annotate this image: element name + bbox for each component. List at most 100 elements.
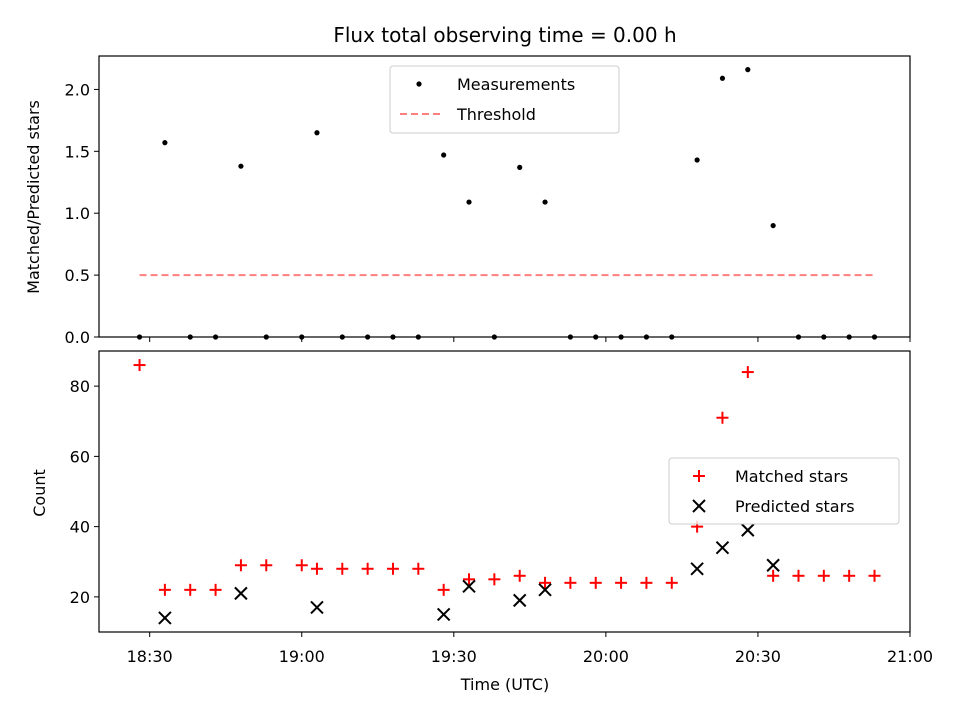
bottom-y-axis: 20 40 60 80 <box>70 377 99 607</box>
bottom-x-tick-label: 20:30 <box>735 647 781 666</box>
measurement-point <box>491 334 497 340</box>
measurement-point <box>314 130 320 136</box>
measurement-point <box>263 334 269 340</box>
measurement-point <box>643 334 650 340</box>
measurement-point <box>770 222 776 229</box>
measurement-point <box>669 334 675 340</box>
measurement-point <box>542 199 548 205</box>
predicted-star-point <box>512 593 527 608</box>
matched-star-point <box>564 576 577 589</box>
top-y-tick-label: 1.0 <box>65 204 90 223</box>
bottom-y-tick-label: 40 <box>70 518 90 537</box>
bottom-x-axis-label: Time (UTC) <box>460 675 549 694</box>
matched-star-point <box>209 583 222 596</box>
measurement-point <box>618 334 624 340</box>
bottom-x-tick-label: 18:30 <box>127 647 173 666</box>
matched-star-point <box>310 562 323 575</box>
predicted-star-point <box>766 558 780 572</box>
predicted-star-point <box>310 600 324 615</box>
legend-matched-marker <box>693 470 705 482</box>
matched-star-point <box>158 583 171 596</box>
measurement-point <box>745 67 751 73</box>
predicted-stars-series <box>158 523 780 625</box>
predicted-star-point <box>436 607 451 622</box>
matched-star-point <box>665 576 678 589</box>
predicted-star-point <box>741 523 755 537</box>
predicted-star-point <box>234 586 248 601</box>
matched-star-point <box>843 569 856 582</box>
matched-star-point <box>234 559 247 572</box>
legend-predicted-label: Predicted stars <box>735 497 855 516</box>
top-x-axis <box>149 337 911 342</box>
top-panel: 0.00.51.01.52.0 Matched/Predicted stars … <box>24 55 911 347</box>
matched-stars-series <box>133 359 881 596</box>
matched-star-point <box>868 569 881 582</box>
bottom-x-tick-label: 19:00 <box>279 647 325 666</box>
matched-star-point <box>463 573 476 586</box>
matched-star-point <box>260 559 273 572</box>
measurement-point <box>415 334 421 340</box>
matched-star-point <box>615 576 628 589</box>
bottom-y-axis-label: Count <box>30 469 49 517</box>
measurement-point <box>238 163 244 169</box>
predicted-star-point <box>462 579 476 594</box>
measurement-point <box>299 334 305 340</box>
bottom-legend: Matched stars Predicted stars <box>668 457 900 525</box>
bottom-y-tick-label: 20 <box>70 588 90 607</box>
measurement-point <box>593 334 599 340</box>
matched-star-point <box>640 576 653 589</box>
matched-star-point <box>437 583 450 596</box>
matched-star-point <box>361 562 374 575</box>
top-y-tick-label: 0.5 <box>65 266 90 285</box>
matched-star-point <box>133 359 146 372</box>
bottom-x-tick-label: 21:00 <box>887 647 933 666</box>
measurement-point <box>212 334 219 340</box>
top-legend: Measurements Threshold <box>389 65 620 134</box>
measurement-point <box>846 334 852 340</box>
bottom-x-tick-label: 20:00 <box>583 647 629 666</box>
matched-star-point <box>539 576 552 589</box>
matched-star-point <box>386 562 399 575</box>
measurement-point <box>821 334 827 340</box>
measurement-point <box>517 164 523 171</box>
measurement-point <box>339 334 345 340</box>
matched-star-point <box>741 366 754 379</box>
top-y-axis-label: Matched/Predicted stars <box>24 100 43 294</box>
measurement-point <box>390 334 396 340</box>
measurement-point <box>694 157 700 163</box>
measurement-point <box>441 152 447 158</box>
bottom-y-tick-label: 60 <box>70 447 90 466</box>
bottom-y-tick-label: 80 <box>70 377 90 396</box>
top-y-tick-label: 1.5 <box>65 142 90 161</box>
measurement-point <box>466 199 472 205</box>
measurements-series <box>136 67 878 340</box>
legend-predicted-marker <box>692 499 706 513</box>
matched-star-point <box>184 583 197 596</box>
matched-star-point <box>488 573 501 586</box>
top-y-axis: 0.0 0.5 1.0 1.5 2.0 <box>65 80 99 347</box>
measurement-point <box>365 334 371 340</box>
top-axes-frame <box>98 55 911 338</box>
legend-matched-label: Matched stars <box>735 467 848 486</box>
bottom-axes-frame <box>98 350 911 633</box>
bottom-x-tick-label: 19:30 <box>431 647 477 666</box>
measurement-point <box>162 140 168 146</box>
measurement-point <box>136 334 143 340</box>
measurement-point <box>567 334 573 340</box>
measurement-point <box>719 75 726 81</box>
measurement-point <box>871 334 878 340</box>
matched-star-point <box>589 576 602 589</box>
predicted-star-point <box>715 540 730 555</box>
bottom-x-axis: 18:30 19:00 19:30 20:00 20:30 21:00 <box>127 632 933 666</box>
top-y-tick-label: 0.0 <box>65 328 90 347</box>
bottom-legend-box <box>668 457 900 525</box>
matched-star-point <box>513 569 526 582</box>
matched-star-point <box>716 411 729 424</box>
top-chart-title: Flux total observing time = 0.00 h <box>333 23 676 47</box>
matched-star-point <box>767 569 780 582</box>
predicted-star-point <box>158 611 172 625</box>
matched-star-point <box>295 559 308 572</box>
measurement-point <box>187 334 193 340</box>
